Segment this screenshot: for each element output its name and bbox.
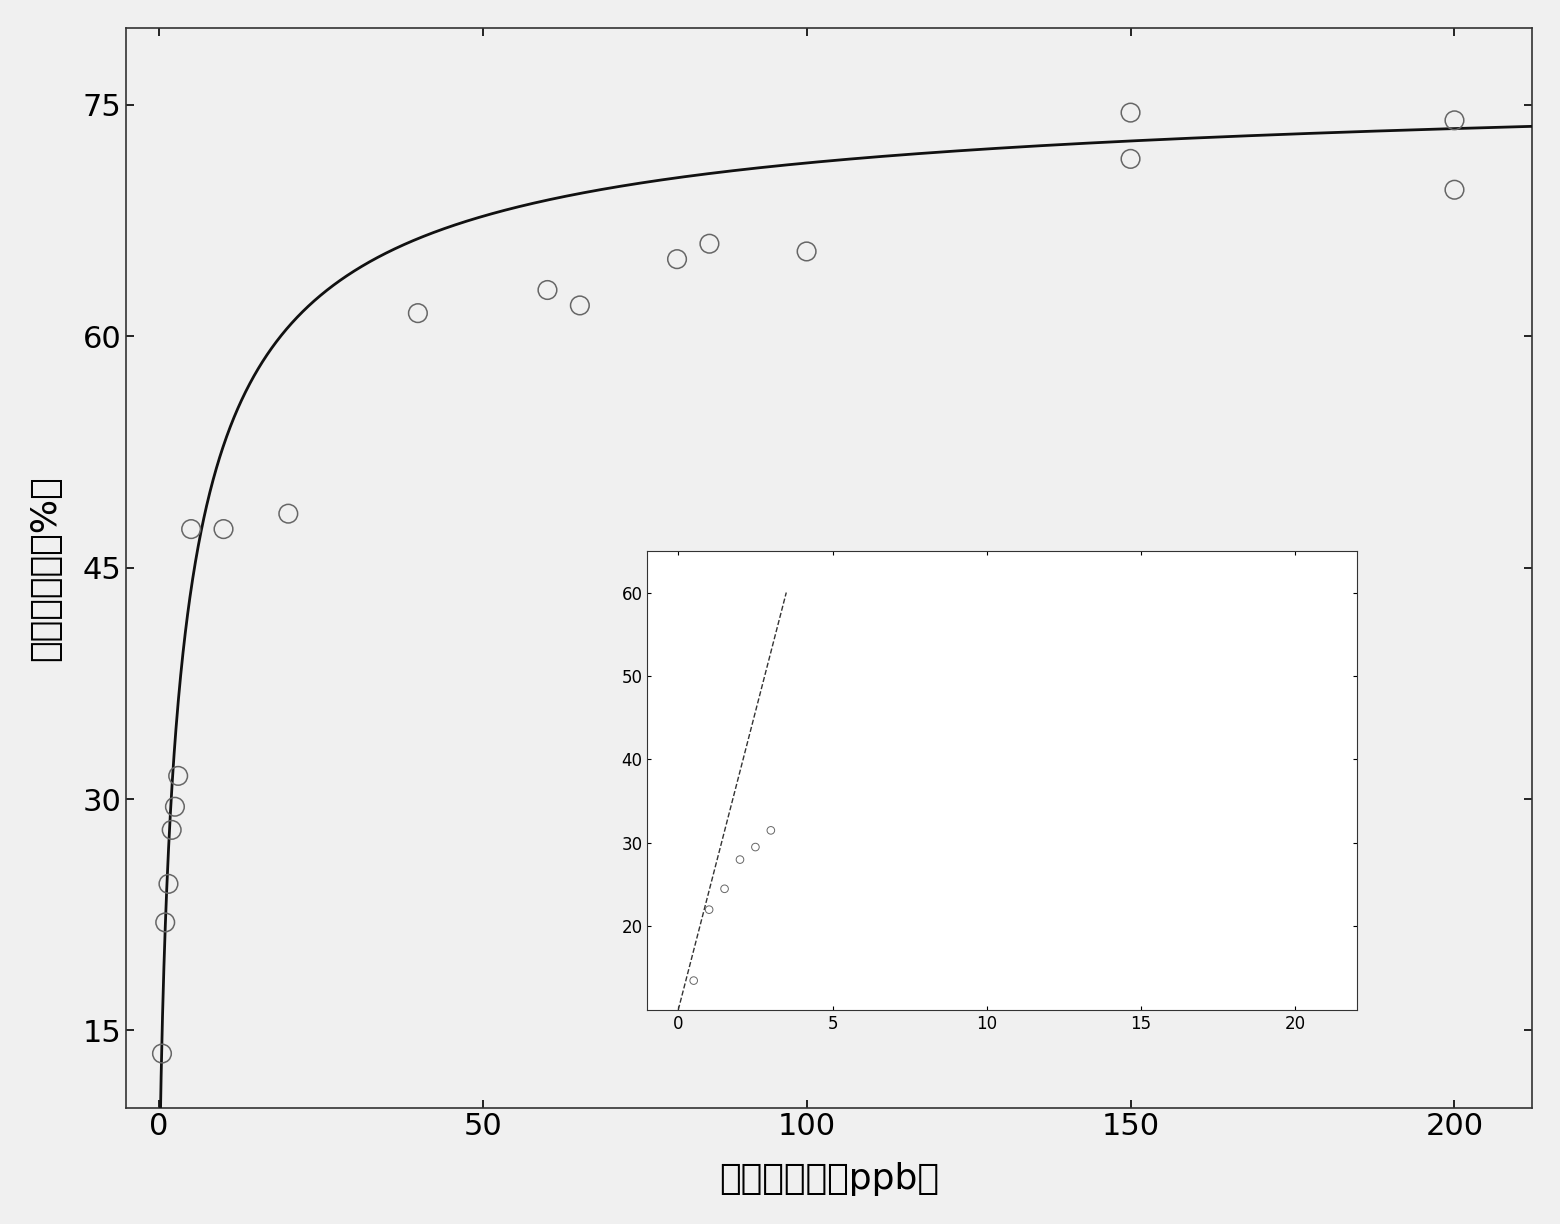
Point <box>568 296 593 316</box>
Point <box>535 280 560 300</box>
Point <box>697 900 722 919</box>
Point <box>179 519 204 539</box>
X-axis label: 鱛离子浓度（ppb）: 鱛离子浓度（ppb） <box>719 1163 939 1196</box>
Point <box>156 874 181 894</box>
Point <box>682 971 707 990</box>
Y-axis label: 荧光淡灬率（%）: 荧光淡灬率（%） <box>28 475 62 661</box>
Point <box>711 879 736 898</box>
Point <box>153 913 178 933</box>
Point <box>406 304 431 323</box>
Point <box>150 1044 175 1064</box>
Point <box>697 234 722 253</box>
Point <box>1441 180 1466 200</box>
Point <box>794 241 819 261</box>
Point <box>665 250 690 269</box>
Point <box>727 849 752 869</box>
Point <box>159 820 184 840</box>
Point <box>1119 103 1143 122</box>
Point <box>165 766 190 786</box>
Point <box>276 504 301 524</box>
Point <box>1441 110 1466 130</box>
Point <box>162 797 187 816</box>
Point <box>211 519 236 539</box>
Point <box>758 820 783 840</box>
Point <box>1119 149 1143 169</box>
Point <box>743 837 768 857</box>
